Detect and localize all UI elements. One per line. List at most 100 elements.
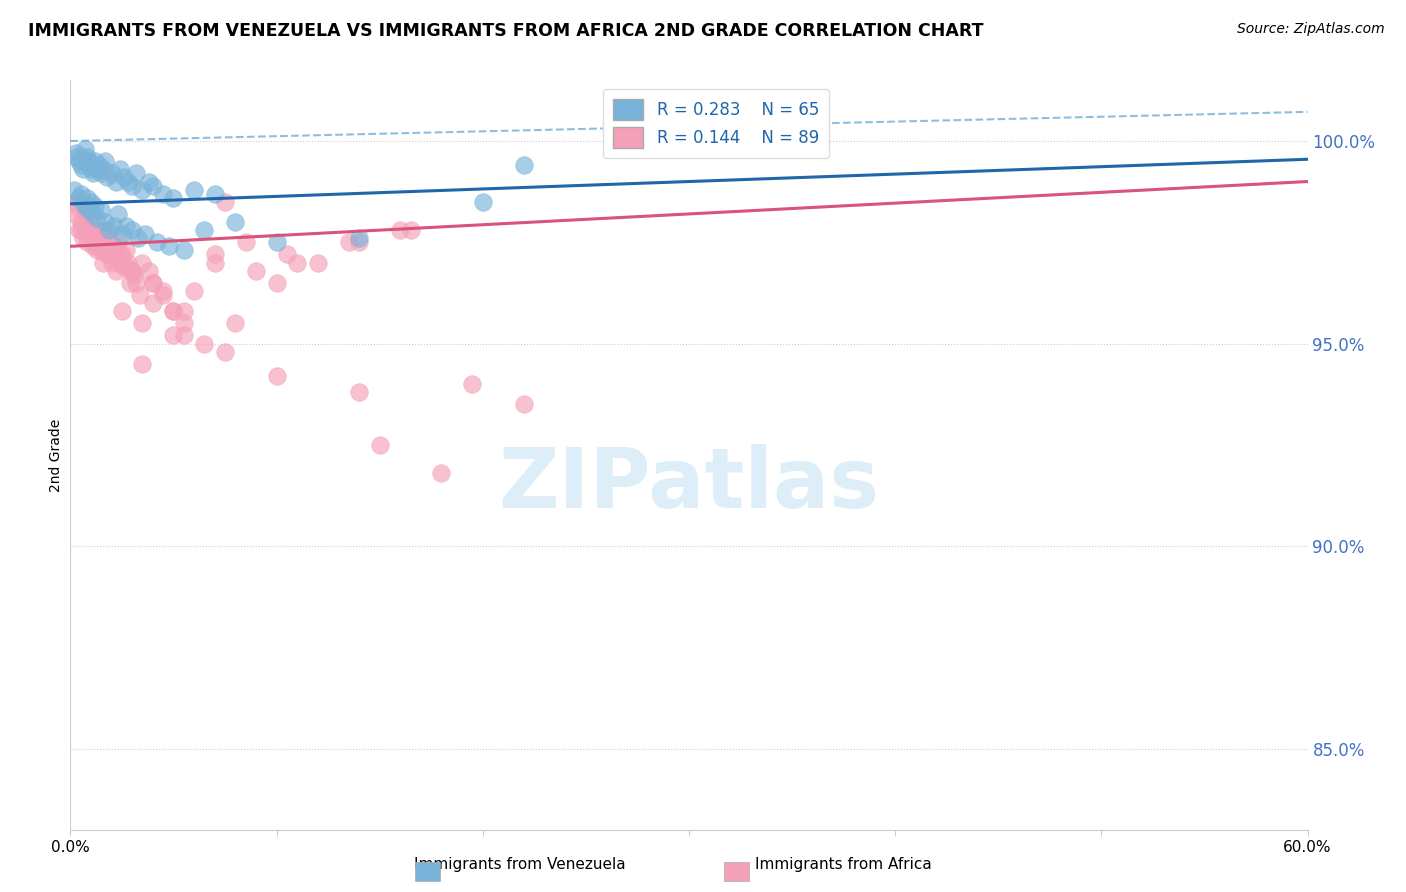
Point: [86, 162, 108, 177]
Point: [89, 158, 111, 172]
Point: [67, 223, 90, 237]
Point: [112, 260, 135, 274]
Point: [100, 244, 122, 258]
Point: [96, 170, 118, 185]
Point: [121, 263, 143, 277]
Y-axis label: 2nd Grade: 2nd Grade: [49, 418, 63, 491]
Point: [104, 263, 127, 277]
Point: [65, 199, 87, 213]
Point: [266, 368, 288, 383]
Point: [162, 191, 184, 205]
Point: [347, 385, 370, 400]
Point: [80, 194, 103, 209]
Point: [77, 202, 100, 217]
Point: [120, 276, 142, 290]
Point: [131, 255, 153, 269]
Point: [96, 247, 118, 261]
Point: [152, 284, 174, 298]
Point: [193, 223, 215, 237]
Point: [138, 263, 160, 277]
Point: [103, 219, 125, 233]
Point: [103, 239, 125, 253]
Point: [100, 166, 122, 180]
Point: [69, 215, 91, 229]
Point: [82, 235, 104, 250]
Point: [73, 219, 96, 233]
Point: [94, 154, 117, 169]
Point: [111, 304, 134, 318]
Point: [173, 328, 195, 343]
Point: [471, 194, 494, 209]
Point: [89, 239, 111, 253]
Point: [183, 284, 205, 298]
Point: [107, 235, 129, 250]
Point: [72, 194, 94, 209]
Point: [112, 170, 135, 185]
Point: [86, 211, 108, 225]
Point: [67, 191, 90, 205]
Point: [224, 215, 246, 229]
Point: [73, 199, 96, 213]
Point: [72, 162, 94, 177]
Point: [121, 223, 143, 237]
Point: [65, 146, 87, 161]
Point: [111, 247, 134, 261]
Point: [235, 235, 257, 250]
Point: [142, 178, 165, 193]
Point: [98, 235, 121, 250]
Point: [204, 247, 226, 261]
Point: [461, 377, 484, 392]
Point: [125, 166, 148, 180]
Point: [112, 255, 135, 269]
Point: [84, 199, 107, 213]
Text: IMMIGRANTS FROM VENEZUELA VS IMMIGRANTS FROM AFRICA 2ND GRADE CORRELATION CHART: IMMIGRANTS FROM VENEZUELA VS IMMIGRANTS …: [28, 22, 984, 40]
Text: Immigrants from Venezuela: Immigrants from Venezuela: [415, 857, 626, 872]
Point: [399, 223, 422, 237]
Point: [111, 227, 134, 242]
Point: [368, 438, 391, 452]
Point: [90, 244, 112, 258]
Point: [117, 175, 139, 189]
Point: [90, 202, 112, 217]
Text: Source: ZipAtlas.com: Source: ZipAtlas.com: [1237, 22, 1385, 37]
Point: [73, 154, 96, 169]
Point: [117, 255, 139, 269]
Point: [115, 244, 138, 258]
Point: [91, 235, 114, 250]
Point: [69, 158, 91, 172]
Point: [121, 263, 143, 277]
Point: [173, 244, 195, 258]
Point: [72, 215, 94, 229]
Point: [129, 288, 152, 302]
Point: [91, 162, 114, 177]
Point: [142, 276, 165, 290]
Point: [77, 215, 100, 229]
Point: [214, 344, 236, 359]
Point: [65, 194, 87, 209]
Point: [224, 316, 246, 330]
Point: [80, 162, 103, 177]
Point: [98, 223, 121, 237]
Point: [513, 158, 536, 172]
Point: [121, 178, 143, 193]
Point: [142, 276, 165, 290]
Point: [73, 142, 96, 156]
Point: [86, 223, 108, 237]
Point: [76, 235, 98, 250]
Point: [80, 223, 103, 237]
Point: [90, 166, 112, 180]
Point: [142, 296, 165, 310]
Point: [76, 191, 98, 205]
Point: [115, 219, 138, 233]
Point: [86, 244, 108, 258]
Point: [173, 304, 195, 318]
Point: [162, 304, 184, 318]
Point: [111, 255, 134, 269]
Point: [214, 194, 236, 209]
Point: [104, 247, 127, 261]
Point: [104, 175, 127, 189]
Point: [77, 158, 100, 172]
Point: [122, 268, 145, 282]
Point: [204, 186, 226, 201]
Point: [389, 223, 412, 237]
